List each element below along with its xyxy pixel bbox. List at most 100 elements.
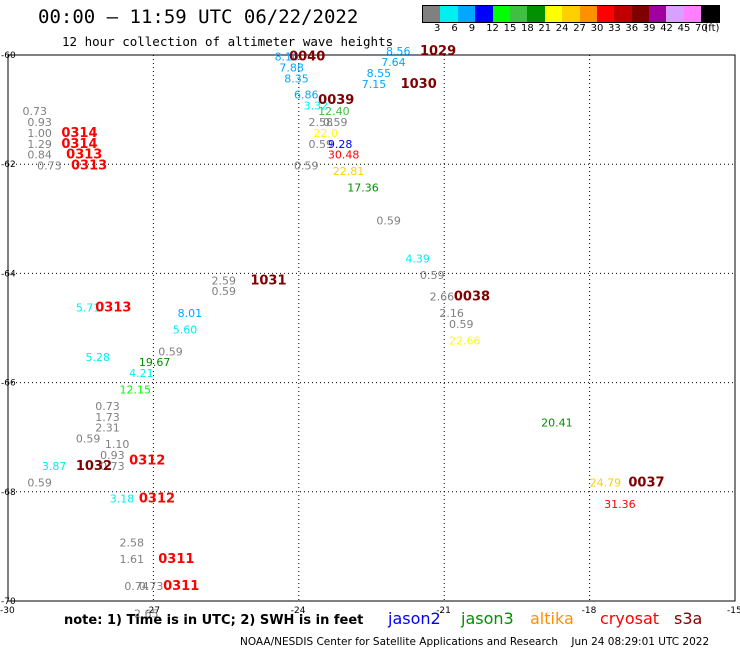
lon-tick-label: -24 bbox=[291, 606, 306, 616]
colorbar-swatch bbox=[527, 6, 545, 22]
lon-tick-label: -21 bbox=[436, 606, 451, 616]
colorbar-label: 42 bbox=[660, 23, 673, 34]
colorbar-labels: 3 6 9 12 15 18 21 24 27 30 33 36 39 42 45 70 (ft) bbox=[422, 23, 740, 37]
colorbar-label: 3 bbox=[434, 23, 441, 34]
wave-height-label: 17.36 bbox=[347, 182, 379, 195]
colorbar-label: 21 bbox=[538, 23, 552, 34]
colorbar-label: 6 bbox=[451, 23, 458, 34]
wave-height-label: 0.73 bbox=[139, 580, 164, 593]
colorbar-swatch bbox=[509, 6, 528, 22]
wave-height-label: 2.31 bbox=[95, 422, 120, 435]
wave-height-label: 0.73 bbox=[37, 160, 62, 173]
time-label: 1029 bbox=[420, 44, 456, 59]
wave-height-label: 31.36 bbox=[604, 498, 636, 511]
time-label: 0037 bbox=[628, 475, 664, 490]
colorbar-label: 24 bbox=[555, 23, 569, 34]
colorbar-label: 30 bbox=[590, 23, 604, 34]
colorbar-swatch bbox=[614, 6, 632, 22]
time-label: 0039 bbox=[318, 93, 354, 108]
colorbar-label: 36 bbox=[625, 23, 639, 34]
wave-height-label: 0.59 bbox=[323, 116, 348, 129]
colorbar-label: 9 bbox=[468, 23, 476, 34]
colorbar-swatch bbox=[683, 6, 702, 22]
colorbar-label: 27 bbox=[573, 23, 586, 34]
wave-height-label: 0.59 bbox=[376, 214, 401, 227]
wave-height-label: 0.74 bbox=[124, 580, 149, 593]
wave-height-label: 22.81 bbox=[333, 165, 365, 178]
wave-height-label: 4.21 bbox=[129, 367, 154, 380]
map-frame bbox=[7, 54, 736, 602]
legend-jason2: jason2 bbox=[388, 609, 441, 628]
wave-height-label: 3.87 bbox=[42, 460, 67, 473]
wave-height-label: 5.71 bbox=[76, 302, 101, 315]
time-label: 1031 bbox=[250, 273, 286, 288]
wave-height-label: 7.88 bbox=[279, 61, 304, 74]
wave-height-label: 22.0 bbox=[313, 127, 338, 140]
wave-height-label: 1.61 bbox=[119, 553, 143, 566]
wave-height-label: 20.41 bbox=[541, 416, 573, 429]
colorbar-swatch bbox=[701, 6, 719, 22]
wave-height-label: 24.79 bbox=[590, 476, 622, 489]
wave-height-label: 0.73 bbox=[23, 105, 48, 118]
lat-tick-label: -70 bbox=[1, 597, 16, 607]
wave-height-label: 0.59 bbox=[27, 476, 51, 489]
colorbar-label: 39 bbox=[642, 23, 656, 34]
wave-height-label: 5.28 bbox=[86, 351, 111, 364]
time-label: 0313 bbox=[71, 159, 107, 174]
wave-height-label: 4.39 bbox=[405, 252, 430, 265]
colorbar-swatch bbox=[475, 6, 493, 22]
wave-height-label: 0.73 bbox=[95, 400, 120, 413]
wave-height-label: 8.01 bbox=[178, 307, 203, 320]
wave-height-label: 30.48 bbox=[328, 149, 360, 162]
lat-tick-label: -62 bbox=[1, 160, 16, 170]
colorbar-swatch bbox=[649, 6, 667, 22]
colorbar-label: 45 bbox=[677, 23, 691, 34]
colorbar-swatch bbox=[492, 6, 510, 22]
legend-s3a: s3a bbox=[674, 609, 703, 628]
wave-height-label: 8.56 bbox=[386, 45, 411, 58]
wave-height-label: 7.64 bbox=[381, 56, 406, 69]
wave-height-label: 2.58 bbox=[119, 536, 143, 549]
time-label: 0040 bbox=[289, 49, 325, 64]
time-label: 1030 bbox=[401, 77, 437, 92]
colorbar-swatch bbox=[666, 6, 684, 22]
wave-height-label: 0.59 bbox=[449, 318, 474, 331]
wave-height-label: 0.59 bbox=[308, 138, 333, 151]
lat-tick-label: -68 bbox=[1, 488, 16, 498]
lon-tick-label: -30 bbox=[0, 606, 15, 616]
wave-height-label: 1.73 bbox=[95, 411, 120, 424]
wave-height-label: 0.73 bbox=[100, 460, 125, 473]
wave-height-label: 2.59 bbox=[212, 274, 237, 287]
lon-tick-label: -18 bbox=[582, 606, 597, 616]
footer-credit: NOAA/NESDIS Center for Satellite Applica… bbox=[240, 636, 710, 648]
wave-height-label: 0.84 bbox=[27, 149, 51, 162]
colorbar-label: 18 bbox=[521, 23, 534, 34]
time-label: 0313 bbox=[66, 148, 102, 163]
wave-height-label: 2.65 bbox=[134, 607, 159, 620]
colorbar-swatch bbox=[423, 6, 441, 22]
wave-height-label: 2.66 bbox=[430, 291, 455, 304]
legend-jason3: jason3 bbox=[461, 609, 514, 628]
page-subtitle: 12 hour collection of altimeter wave hei… bbox=[62, 34, 394, 49]
colorbar-label: 12 bbox=[486, 23, 499, 34]
time-label: 0311 bbox=[163, 579, 199, 594]
wave-height-label: 1.10 bbox=[105, 438, 130, 451]
colorbar-label: 33 bbox=[608, 23, 621, 34]
wave-height-label: 1.00 bbox=[27, 127, 51, 140]
time-label: 0311 bbox=[158, 552, 194, 567]
wave-height-label: 2.58 bbox=[308, 116, 333, 129]
wave-height-label: 0.93 bbox=[27, 116, 51, 129]
lon-tick-label: -15 bbox=[727, 606, 740, 616]
wave-height-label: 3.18 bbox=[110, 493, 135, 506]
wave-height-label: 8.10 bbox=[275, 50, 300, 63]
wave-height-label: 0.59 bbox=[76, 433, 101, 446]
wave-height-label: 3.32 bbox=[304, 100, 329, 113]
colorbar-swatch bbox=[440, 6, 458, 22]
colorbar-swatch bbox=[596, 6, 615, 22]
wave-height-label: 12.40 bbox=[318, 105, 350, 118]
wave-height-label: 9.28 bbox=[328, 138, 353, 151]
wave-height-label: 12.15 bbox=[119, 384, 150, 397]
time-label: 1032 bbox=[76, 459, 112, 474]
wave-height-label: 2.16 bbox=[439, 307, 464, 320]
